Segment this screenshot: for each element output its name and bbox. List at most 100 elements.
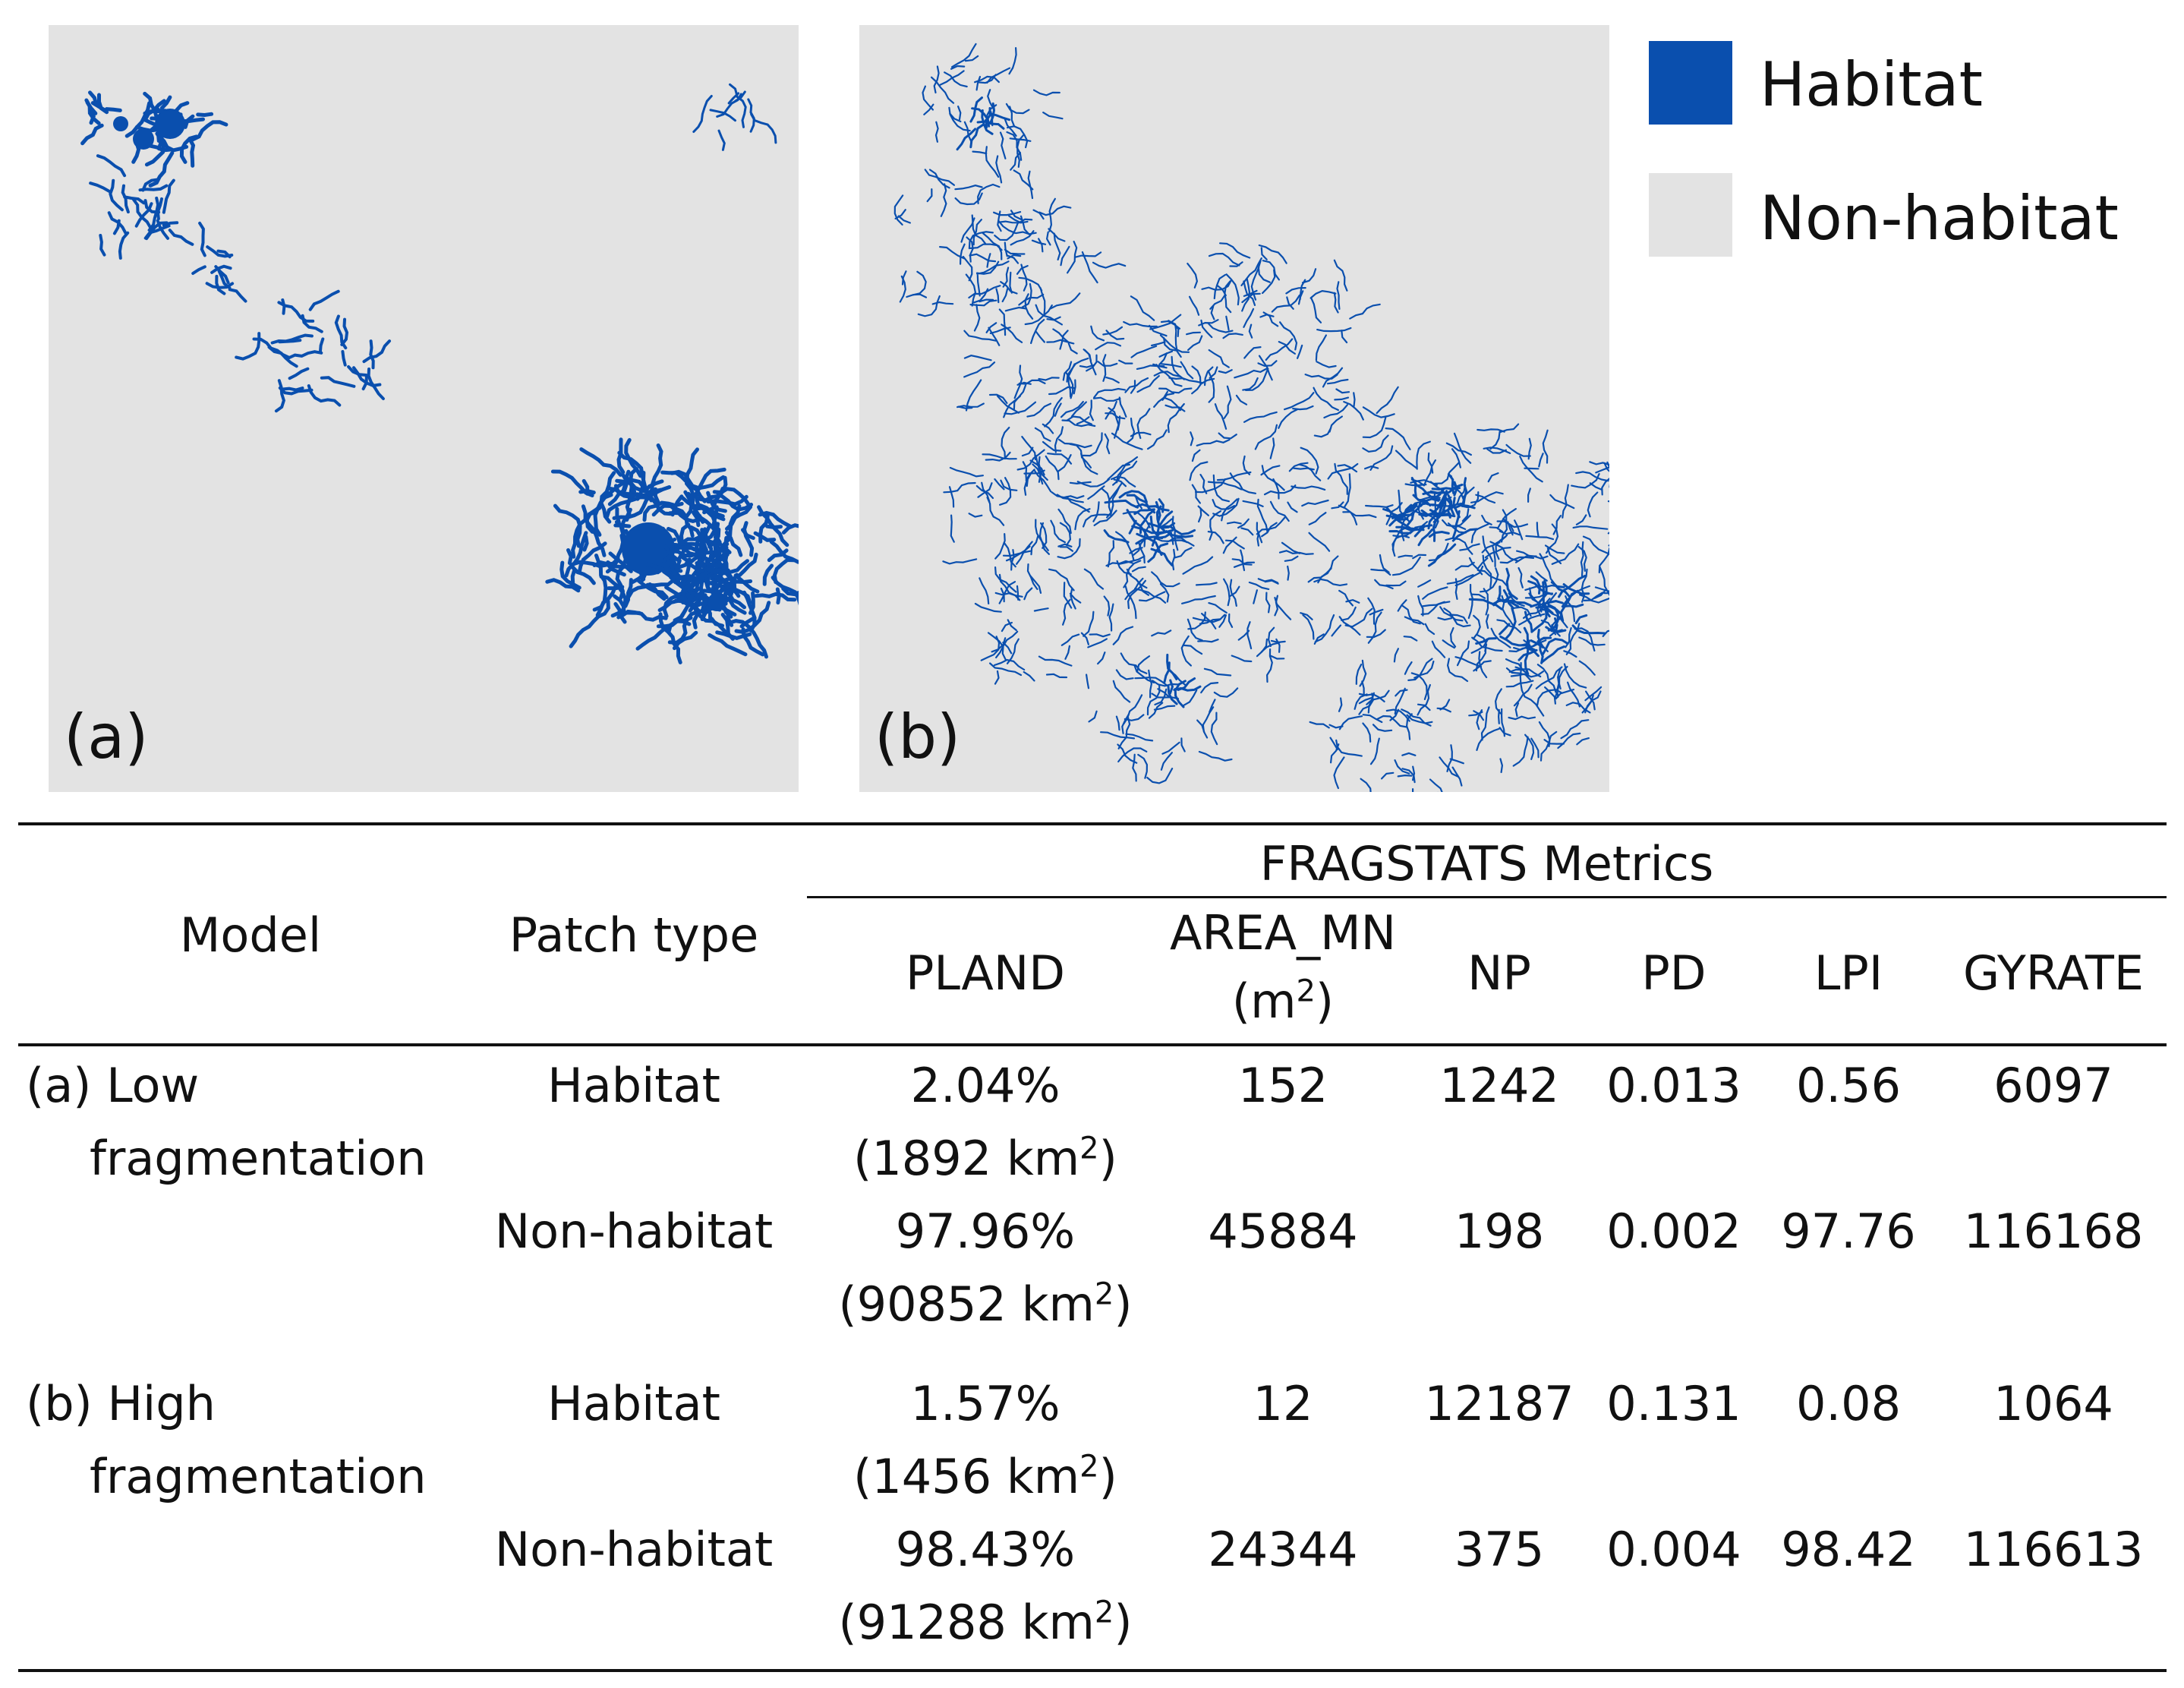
habitat-patch xyxy=(1052,328,1070,344)
habitat-patch xyxy=(1194,478,1226,494)
habitat-patch xyxy=(620,609,668,622)
habitat-patch xyxy=(1300,446,1319,475)
habitat-patch xyxy=(1292,405,1314,411)
habitat-patch xyxy=(1057,454,1072,472)
habitat-patch xyxy=(922,85,934,111)
habitat-patch xyxy=(1173,547,1193,559)
habitat-patch xyxy=(1265,338,1294,361)
habitat-patch xyxy=(933,65,940,94)
habitat-patch xyxy=(1202,706,1215,739)
habitat-patch xyxy=(968,513,983,518)
habitat-patch xyxy=(1023,670,1035,682)
habitat-patch xyxy=(1045,455,1060,481)
habitat-patch xyxy=(1308,532,1331,552)
habitat-patch xyxy=(1243,289,1258,297)
habitat-patch xyxy=(1059,330,1069,350)
habitat-patch xyxy=(1218,369,1233,374)
habitat-patch xyxy=(1518,613,1546,626)
habitat-patch xyxy=(969,253,997,263)
habitat-patch xyxy=(1472,614,1481,640)
habitat-patch xyxy=(1118,359,1133,364)
habitat-patch xyxy=(1130,295,1155,321)
habitat-patch xyxy=(729,83,739,97)
habitat-patch xyxy=(1524,611,1533,633)
habitat-patch xyxy=(1544,686,1556,705)
habitat-patch xyxy=(1006,131,1023,161)
habitat-patch xyxy=(1063,582,1073,609)
habitat-patch xyxy=(1326,378,1349,385)
habitat-patch xyxy=(727,92,740,105)
habitat-patch xyxy=(1284,392,1315,411)
habitat-patch xyxy=(1342,511,1377,519)
habitat-patch xyxy=(635,623,673,651)
habitat-patch xyxy=(1038,205,1072,216)
habitat-patch xyxy=(1349,303,1381,320)
habitat-patch xyxy=(1013,169,1034,191)
habitat-patch xyxy=(931,301,954,305)
habitat-patch xyxy=(1212,474,1230,503)
habitat-patch xyxy=(1584,690,1602,714)
habitat-patch xyxy=(1147,522,1176,529)
habitat-patch xyxy=(1048,228,1066,242)
habitat-patch xyxy=(998,308,1007,336)
habitat-patch xyxy=(1153,371,1181,377)
habitat-patch xyxy=(661,545,695,563)
row-a2-pland: 97.96% xyxy=(895,1204,1076,1259)
habitat-patch xyxy=(1087,638,1108,648)
habitat-patch xyxy=(1234,368,1268,379)
habitat-patch xyxy=(88,90,99,106)
habitat-patch xyxy=(1544,544,1565,554)
habitat-patch xyxy=(1020,215,1030,235)
habitat-patch xyxy=(1136,364,1165,370)
habitat-patch xyxy=(1210,711,1218,746)
model-a-line1: (a) Low xyxy=(26,1058,200,1113)
habitat-patch xyxy=(949,466,984,478)
row-b2-area-mn: 24344 xyxy=(1208,1522,1358,1577)
habitat-patch xyxy=(1369,608,1384,616)
habitat-patch xyxy=(1417,595,1424,617)
habitat-patch xyxy=(1278,409,1299,429)
habitat-patch xyxy=(1376,715,1408,728)
habitat-patch xyxy=(1047,453,1073,465)
habitat-patch xyxy=(1207,370,1215,403)
habitat-patch xyxy=(948,106,971,132)
habitat-patch xyxy=(274,379,285,413)
habitat-patch xyxy=(1475,637,1497,645)
habitat-patch xyxy=(667,619,692,634)
habitat-patch xyxy=(1514,666,1542,678)
habitat-patch xyxy=(1196,438,1231,446)
habitat-patch xyxy=(1385,708,1410,722)
habitat-patch xyxy=(679,522,698,557)
habitat-patch xyxy=(694,535,707,570)
habitat-patch xyxy=(1121,713,1130,734)
habitat-patch xyxy=(692,613,699,629)
habitat-patch xyxy=(1485,614,1489,629)
habitat-patch xyxy=(198,221,206,257)
habitat-patch xyxy=(709,617,725,628)
habitat-patch xyxy=(191,120,228,142)
habitat-patch xyxy=(1191,484,1201,504)
habitat-patch xyxy=(1456,640,1470,667)
habitat-patch xyxy=(1501,509,1508,543)
habitat-patch xyxy=(1248,323,1253,339)
habitat-patch xyxy=(1174,680,1187,692)
habitat-patch xyxy=(1241,292,1261,304)
habitat-patch xyxy=(1572,525,1609,530)
habitat-patch xyxy=(1358,693,1374,715)
habitat-patch xyxy=(1117,747,1148,763)
habitat-patch xyxy=(1203,667,1232,677)
habitat-patch xyxy=(1093,510,1117,526)
habitat-patch xyxy=(1297,290,1304,305)
habitat-patch xyxy=(1171,548,1176,571)
habitat-patch xyxy=(1468,557,1483,576)
row-a1-area-mn: 152 xyxy=(1237,1058,1328,1113)
habitat-patch xyxy=(1124,577,1144,601)
habitat-patch xyxy=(278,386,314,396)
habitat-patch xyxy=(545,578,581,593)
habitat-patch xyxy=(989,327,1011,334)
habitat-patch xyxy=(976,260,1010,275)
habitat-patch xyxy=(1160,363,1182,368)
habitat-patch xyxy=(1519,456,1543,483)
habitat-patch xyxy=(1208,602,1228,614)
habitat-patch xyxy=(962,255,973,282)
